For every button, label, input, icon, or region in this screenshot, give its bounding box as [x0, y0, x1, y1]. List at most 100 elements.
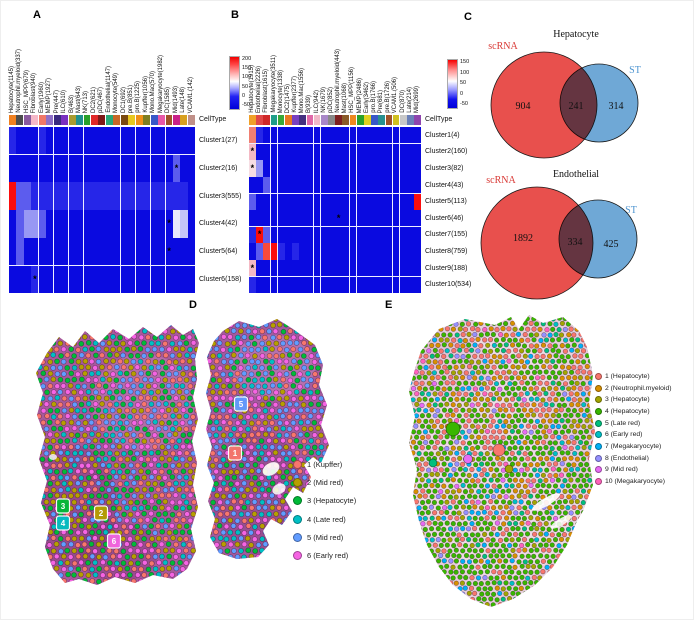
heatmap-cell: [378, 260, 386, 277]
heatmap-cell: [270, 210, 278, 227]
heatmap-cell: [385, 260, 393, 277]
cluster-chip-6: 6: [106, 533, 122, 549]
heatmap-cell: [363, 243, 371, 260]
heatmap-cell: [356, 226, 364, 244]
heatmap-cell: [256, 210, 263, 227]
heatmap-cell: [165, 265, 173, 293]
heatmap-cell: [313, 276, 321, 293]
heatmap-cell: [378, 193, 386, 210]
heatmap-cell: *: [165, 237, 173, 266]
heatmap-cell: [284, 127, 292, 144]
heatmap-cell: [256, 127, 263, 144]
celltype-color-cell: [299, 115, 306, 125]
column-label: ILC(942): [313, 89, 320, 113]
legend-entry-label: 10 (Megakaryocyte): [605, 477, 666, 485]
heatmap-cell: [284, 226, 292, 244]
heatmap-cell: [68, 237, 76, 266]
panel-a-colorbar-ticks: 200 150 100 50 0 -50: [242, 56, 251, 108]
heatmap-cell: [407, 193, 414, 210]
cluster-chip-5: 5: [233, 396, 249, 412]
svg-text:6: 6: [112, 537, 117, 546]
heatmap-cell: [277, 160, 285, 177]
celltype-color-cell: [180, 115, 188, 125]
heatmap-cell: [9, 154, 17, 183]
legend-entry: 1 (Kupffer): [293, 460, 356, 469]
heatmap-cell: [392, 260, 400, 277]
celltype-color-cell: [83, 115, 91, 125]
colorbar-tick-label: -50: [242, 101, 250, 108]
column-label: pDC(852): [327, 86, 334, 113]
heatmap-cell: [363, 160, 371, 177]
heatmap-cell: [284, 276, 292, 293]
venn-hepatocyte-scrna-only-value: 904: [516, 101, 531, 112]
heatmap-cell: [165, 154, 173, 183]
heatmap-cell: [135, 210, 143, 238]
heatmap-cell: [313, 127, 321, 144]
heatmap-cell: [128, 265, 136, 293]
legend-entry-label: 3 (Hepatocyte): [605, 396, 650, 404]
heatmap-cell: [113, 210, 121, 238]
heatmap-cell: [187, 182, 195, 210]
column-label: pDC(467): [98, 86, 105, 113]
colorbar-tick-label: 150: [460, 59, 470, 65]
heatmap-cell: [385, 176, 393, 194]
legend-entry: 5 (Late red): [595, 419, 672, 427]
heatmap-cell: [270, 260, 278, 277]
heatmap-cell: *: [249, 160, 256, 177]
heatmap-cell: [284, 193, 292, 210]
heatmap-cell: [270, 160, 278, 177]
column-label: DC(1585): [165, 86, 172, 113]
heatmap-cell: [263, 260, 271, 277]
colorbar-tick-label: -50: [460, 101, 468, 107]
highlight-markers-layer: [428, 421, 514, 474]
heatmap-cell: [31, 237, 39, 266]
heatmap-cell: [292, 243, 299, 260]
heatmap-cell: [277, 260, 285, 277]
heatmap-cell: [68, 210, 76, 238]
heatmap-cell: [180, 182, 188, 210]
heatmap-cell: *: [173, 154, 181, 183]
venn-hepatocyte-scrna-label: scRNA: [488, 41, 518, 52]
heatmap-cell: [414, 226, 421, 244]
heatmap-cell: [399, 226, 407, 244]
heatmap-cell: [399, 143, 407, 160]
heatmap-cell: [16, 127, 24, 155]
heatmap-cell: [342, 226, 350, 244]
heatmap-cell: [128, 127, 136, 155]
heatmap-cell: [371, 176, 378, 194]
panel-e-label: E: [385, 299, 393, 311]
legend-entry-label: 6 (Early red): [605, 431, 643, 439]
column-label: Early(3462): [363, 81, 370, 113]
heatmap-cell: [173, 237, 181, 266]
heatmap-cell: [9, 127, 17, 155]
celltype-color-cell: [16, 115, 24, 125]
legend-entry-label: 5 (Late red): [605, 419, 641, 427]
tissue-tears: [49, 454, 286, 495]
heatmap-cell: [313, 226, 321, 244]
heatmap-cell: [83, 210, 91, 238]
heatmap-cell: [68, 154, 76, 183]
heatmap-cell: [385, 143, 393, 160]
venn-endothelial-title: Endothelial: [553, 169, 599, 180]
heatmap-cell: [385, 127, 393, 144]
heatmap-cell: [349, 243, 357, 260]
heatmap-cell: [53, 127, 61, 155]
heatmap-cell: [98, 127, 106, 155]
heatmap-cell: [165, 182, 173, 210]
heatmap-cell: [299, 176, 307, 194]
celltype-color-cell: [284, 115, 292, 125]
heatmap-cell: [83, 154, 91, 183]
colorbar-tick-label: 100: [460, 69, 470, 76]
heatmap-cell: [120, 127, 128, 155]
legend-dot-icon: [595, 373, 602, 380]
heatmap-cell: [128, 210, 136, 238]
column-label: Mid(2699): [413, 85, 420, 113]
heatmap-cell: [46, 182, 54, 210]
heatmap-cell: [320, 143, 328, 160]
heatmap-cell: [68, 127, 76, 155]
heatmap-cell: [180, 210, 188, 238]
heatmap-cell: [320, 226, 328, 244]
heatmap-cell: [313, 193, 321, 210]
heatmap-cell: [306, 276, 314, 293]
column-label: NK(713): [83, 90, 90, 113]
